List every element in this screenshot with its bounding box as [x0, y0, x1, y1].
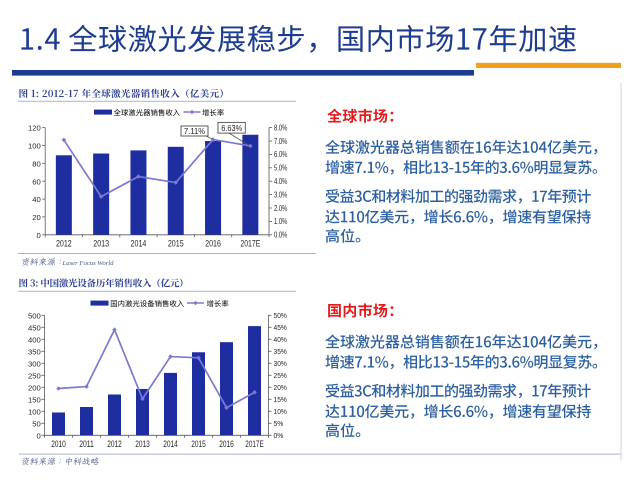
svg-text:150: 150 — [28, 395, 41, 404]
svg-text:2016: 2016 — [219, 439, 234, 449]
svg-text:35%: 35% — [274, 347, 288, 356]
svg-text:2017E: 2017E — [245, 439, 263, 449]
svg-text:200: 200 — [28, 383, 41, 392]
svg-text:120: 120 — [28, 124, 41, 133]
svg-text:Laser Focus World: Laser Focus World — [62, 260, 115, 267]
svg-text:400: 400 — [28, 335, 41, 344]
svg-text:7.11%: 7.11% — [184, 127, 205, 136]
svg-text:300: 300 — [28, 359, 41, 368]
svg-text:2012: 2012 — [107, 439, 122, 449]
svg-text:6.63%: 6.63% — [221, 124, 242, 133]
svg-text:6.0%: 6.0% — [274, 150, 287, 159]
svg-text:8.0%: 8.0% — [274, 123, 287, 132]
svg-text:2015: 2015 — [191, 439, 206, 449]
svg-text:2013: 2013 — [135, 439, 150, 449]
svg-text:5.0%: 5.0% — [274, 164, 287, 173]
svg-text:45%: 45% — [274, 323, 288, 332]
svg-text:80: 80 — [32, 159, 41, 168]
svg-text:25%: 25% — [274, 371, 288, 380]
svg-text:2014: 2014 — [131, 239, 147, 249]
svg-text:0.0%: 0.0% — [274, 231, 287, 240]
svg-text:5%: 5% — [274, 419, 284, 428]
svg-text:7.0%: 7.0% — [274, 137, 287, 146]
svg-text:2012: 2012 — [56, 239, 72, 249]
svg-text:3.0%: 3.0% — [274, 190, 287, 199]
svg-text:2.0%: 2.0% — [274, 204, 287, 213]
svg-text:60: 60 — [32, 177, 41, 186]
svg-text:2010: 2010 — [51, 439, 66, 449]
svg-text:450: 450 — [28, 323, 41, 332]
svg-text:250: 250 — [28, 371, 41, 380]
svg-text:50%: 50% — [274, 311, 288, 320]
svg-text:0: 0 — [37, 231, 41, 240]
svg-text:30%: 30% — [274, 359, 288, 368]
svg-text:40%: 40% — [274, 335, 288, 344]
svg-text:500: 500 — [28, 311, 41, 320]
svg-text:100: 100 — [28, 407, 41, 416]
svg-text:4.0%: 4.0% — [274, 177, 287, 186]
svg-text:50: 50 — [32, 419, 41, 428]
svg-text:2016: 2016 — [205, 239, 221, 249]
svg-text:100: 100 — [28, 142, 41, 151]
svg-text:20: 20 — [32, 213, 41, 222]
svg-text:1.0%: 1.0% — [274, 217, 287, 226]
svg-text:40: 40 — [32, 195, 41, 204]
svg-text:0: 0 — [37, 431, 41, 440]
svg-text:350: 350 — [28, 347, 41, 356]
svg-text:2014: 2014 — [163, 439, 178, 449]
svg-text:20%: 20% — [274, 383, 288, 392]
svg-text:2017E: 2017E — [240, 239, 260, 249]
svg-text:0%: 0% — [274, 431, 284, 440]
svg-text:2015: 2015 — [168, 239, 184, 249]
svg-text:2013: 2013 — [93, 239, 109, 249]
svg-text:15%: 15% — [274, 395, 288, 404]
svg-text:2011: 2011 — [79, 439, 94, 449]
svg-text:10%: 10% — [274, 407, 288, 416]
